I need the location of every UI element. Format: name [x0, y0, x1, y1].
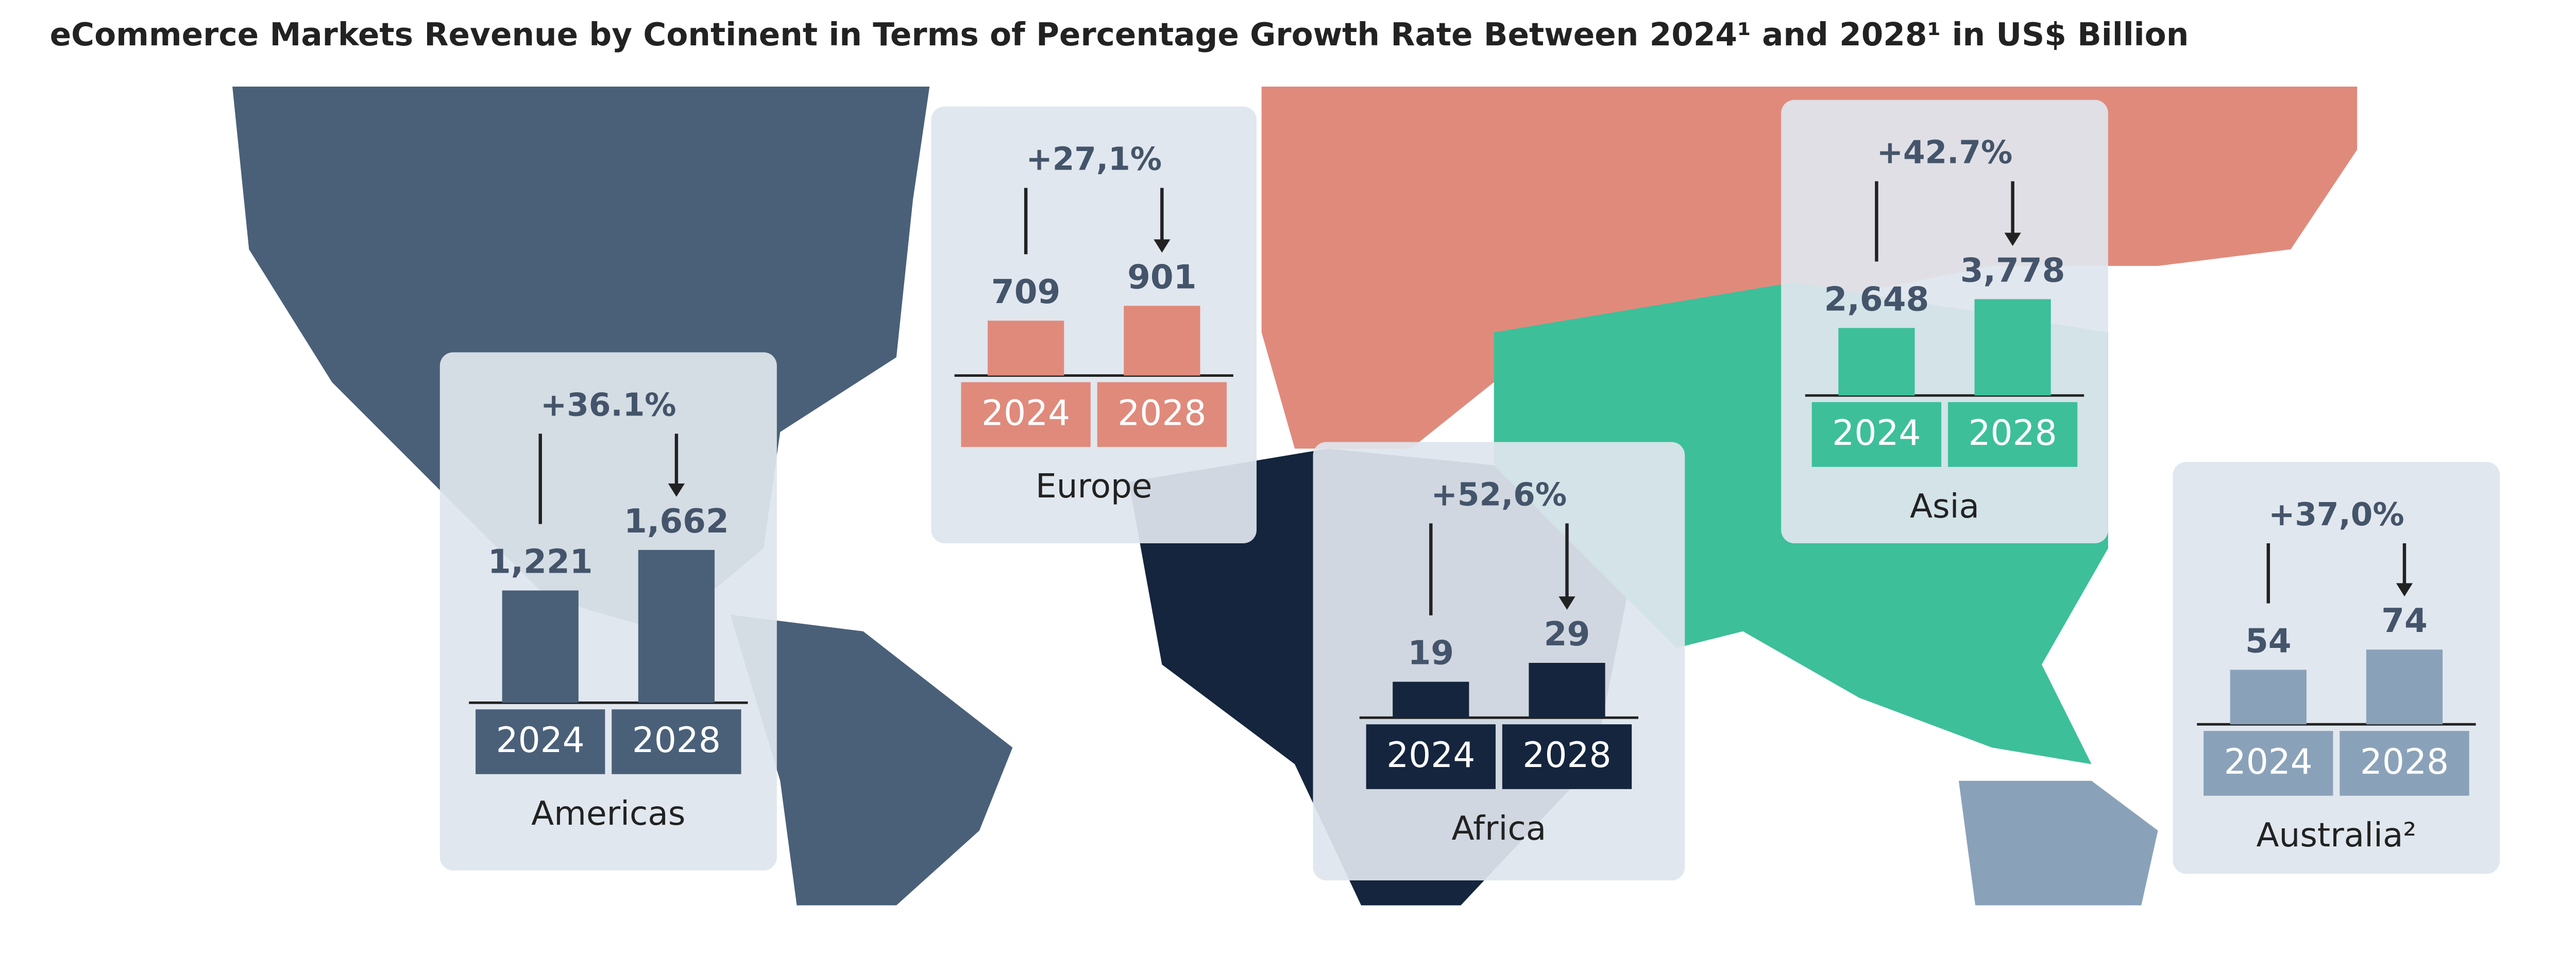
value-label: 54 — [2245, 622, 2292, 660]
panel: +36.1% 1,221 2024 1,662 2028 Americas — [439, 352, 777, 871]
growth-label: +37,0% — [2268, 496, 2404, 533]
map-australia — [1958, 780, 2158, 906]
panel: +37,0% 54 2024 74 2028 Australia² — [2173, 462, 2500, 874]
panel: +42.7% 2,648 2024 3,778 2028 Asia — [1781, 99, 2108, 543]
category-box — [961, 382, 1091, 447]
category-label: 2024 — [981, 392, 1070, 433]
category-box — [2204, 731, 2333, 796]
category-label: 2028 — [2360, 741, 2449, 782]
category-label: 2024 — [2224, 741, 2313, 782]
bar — [1393, 681, 1469, 718]
growth-label: +52,6% — [1431, 476, 1567, 513]
value-label: 74 — [2381, 602, 2428, 640]
bar — [2366, 649, 2443, 725]
bar — [2230, 670, 2307, 725]
panel-title: Americas — [531, 794, 685, 833]
category-box — [1811, 402, 1942, 467]
category-box — [476, 709, 605, 774]
category-box — [1502, 724, 1632, 789]
category-box — [1366, 724, 1496, 789]
panel-title: Australia² — [2256, 816, 2416, 855]
category-label: 2024 — [1832, 412, 1921, 453]
category-label: 2028 — [1117, 392, 1206, 433]
category-box — [1947, 402, 2078, 467]
category-box — [2340, 731, 2469, 796]
bar — [638, 549, 715, 703]
value-label: 1,662 — [624, 502, 729, 541]
arrow-head — [2004, 232, 2021, 246]
value-label: 901 — [1127, 258, 1196, 296]
value-label: 3,778 — [1960, 251, 2065, 290]
bar — [502, 590, 579, 703]
category-label: 2024 — [496, 720, 585, 760]
bar — [1529, 662, 1605, 718]
arrow-head — [2396, 583, 2413, 597]
bar — [1974, 299, 2051, 396]
panel-title: Europe — [1036, 467, 1153, 506]
arrow-head — [1558, 596, 1575, 610]
value-label: 2,648 — [1824, 280, 1929, 319]
growth-label: +27,1% — [1026, 141, 1162, 178]
bar — [1838, 328, 1915, 396]
panel: +27,1% 709 2024 901 2028 Europe — [931, 106, 1257, 543]
category-label: 2028 — [1969, 412, 2057, 453]
panel-title: Asia — [1910, 487, 1979, 526]
bar — [1124, 306, 1200, 376]
value-label: 29 — [1544, 615, 1590, 654]
category-label: 2028 — [632, 720, 721, 760]
arrow-head — [1154, 239, 1171, 253]
growth-label: +42.7% — [1877, 135, 2013, 171]
chart-title: eCommerce Markets Revenue by Continent i… — [50, 16, 2189, 53]
map-south-america — [730, 614, 1013, 906]
arrow-head — [668, 484, 685, 497]
panel-box — [439, 352, 777, 871]
category-box — [1097, 382, 1227, 447]
bar — [988, 321, 1064, 376]
panel: +52,6% 19 2024 29 2028 Africa — [1313, 442, 1685, 881]
value-label: 1,221 — [488, 543, 593, 581]
value-label: 19 — [1408, 634, 1454, 673]
category-box — [612, 709, 741, 774]
category-label: 2024 — [1386, 735, 1475, 775]
value-label: 709 — [991, 273, 1060, 311]
panel-title: Africa — [1452, 809, 1547, 848]
growth-label: +36.1% — [540, 387, 676, 423]
category-label: 2028 — [1522, 735, 1611, 775]
